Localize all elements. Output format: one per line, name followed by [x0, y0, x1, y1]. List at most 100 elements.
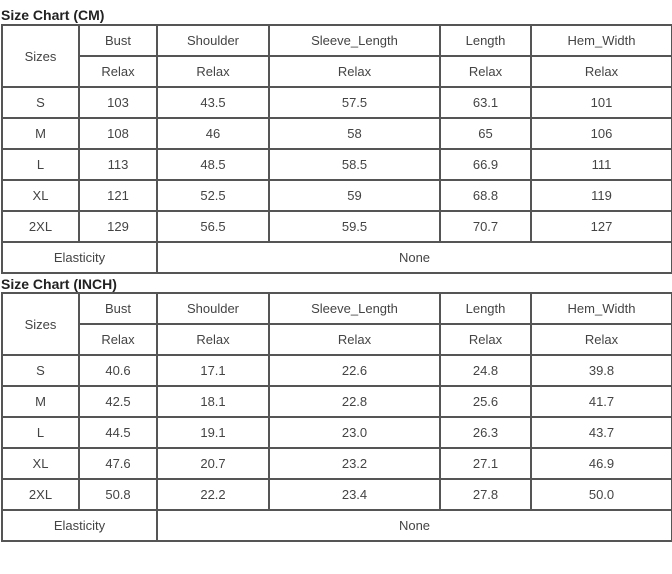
table-row: S 40.6 17.1 22.6 24.8 39.8	[1, 354, 672, 387]
elasticity-value: None	[156, 241, 672, 274]
size-cell: XL	[1, 179, 80, 212]
sizes-header: Sizes	[1, 292, 80, 356]
size-table: Sizes Bust Shoulder Sleeve_Length Length Hem_…	[1, 292, 672, 542]
size-cell: 2XL	[1, 210, 80, 243]
value-cell: 52.5	[156, 179, 270, 212]
value-cell: 103	[78, 86, 158, 119]
value-cell: 23.2	[268, 447, 441, 480]
value-cell: 129	[78, 210, 158, 243]
table-row: 2XL 50.8 22.2 23.4 27.8 50.0	[1, 478, 672, 511]
value-cell: 44.5	[78, 416, 158, 449]
column-subheader: Relax	[439, 55, 532, 88]
value-cell: 41.7	[530, 385, 672, 418]
column-header: Length	[439, 24, 532, 57]
value-cell: 101	[530, 86, 672, 119]
table-row: 2XL 129 56.5 59.5 70.7 127	[1, 210, 672, 243]
value-cell: 27.8	[439, 478, 532, 511]
value-cell: 42.5	[78, 385, 158, 418]
column-subheader: Relax	[530, 323, 672, 356]
elasticity-label: Elasticity	[1, 509, 158, 542]
column-header: Hem_Width	[530, 292, 672, 325]
sizes-header: Sizes	[1, 24, 80, 88]
value-cell: 111	[530, 148, 672, 181]
size-cell: S	[1, 354, 80, 387]
column-header: Shoulder	[156, 292, 270, 325]
elasticity-label: Elasticity	[1, 241, 158, 274]
column-subheader: Relax	[439, 323, 532, 356]
chart-title: Size Chart (CM)	[1, 7, 105, 23]
value-cell: 23.4	[268, 478, 441, 511]
value-cell: 121	[78, 179, 158, 212]
value-cell: 43.7	[530, 416, 672, 449]
subheader-row: Relax Relax Relax Relax Relax	[2, 55, 672, 88]
value-cell: 58.5	[268, 148, 441, 181]
value-cell: 27.1	[439, 447, 532, 480]
value-cell: 24.8	[439, 354, 532, 387]
table-row: XL 47.6 20.7 23.2 27.1 46.9	[1, 447, 672, 480]
elasticity-row: Elasticity None	[1, 509, 672, 542]
size-cell: M	[1, 117, 80, 150]
subheader-row: Relax Relax Relax Relax Relax	[2, 323, 672, 356]
value-cell: 47.6	[78, 447, 158, 480]
column-header: Sleeve_Length	[268, 24, 441, 57]
size-cell: M	[1, 385, 80, 418]
size-cell: L	[1, 416, 80, 449]
size-cell: 2XL	[1, 478, 80, 511]
value-cell: 119	[530, 179, 672, 212]
value-cell: 59	[268, 179, 441, 212]
table-row: S 103 43.5 57.5 63.1 101	[1, 86, 672, 119]
size-cell: S	[1, 86, 80, 119]
value-cell: 50.8	[78, 478, 158, 511]
header-row: Sizes Bust Shoulder Sleeve_Length Length Hem_…	[1, 292, 672, 356]
size-table: Sizes Bust Shoulder Sleeve_Length Length Hem_…	[1, 24, 672, 274]
value-cell: 113	[78, 148, 158, 181]
value-cell: 57.5	[268, 86, 441, 119]
value-cell: 25.6	[439, 385, 532, 418]
value-cell: 22.2	[156, 478, 270, 511]
column-subheader: Relax	[530, 55, 672, 88]
value-cell: 17.1	[156, 354, 270, 387]
column-header: Sleeve_Length	[268, 292, 441, 325]
value-cell: 63.1	[439, 86, 532, 119]
value-cell: 19.1	[156, 416, 270, 449]
size-charts: Size Chart (CM) Sizes Bust Shoulder Sleeve_L…	[1, 7, 672, 542]
value-cell: 22.6	[268, 354, 441, 387]
value-cell: 56.5	[156, 210, 270, 243]
column-header: Hem_Width	[530, 24, 672, 57]
table-row: M 108 46 58 65 106	[1, 117, 672, 150]
column-subheader: Relax	[156, 323, 270, 356]
value-cell: 40.6	[78, 354, 158, 387]
elasticity-row: Elasticity None	[1, 241, 672, 274]
column-subheader: Relax	[78, 323, 158, 356]
value-cell: 39.8	[530, 354, 672, 387]
value-cell: 68.8	[439, 179, 532, 212]
column-subheader: Relax	[156, 55, 270, 88]
column-header: Length	[439, 292, 532, 325]
table-row: XL 121 52.5 59 68.8 119	[1, 179, 672, 212]
value-cell: 66.9	[439, 148, 532, 181]
value-cell: 46.9	[530, 447, 672, 480]
value-cell: 48.5	[156, 148, 270, 181]
column-header: Shoulder	[156, 24, 270, 57]
chart-title: Size Chart (INCH)	[1, 276, 117, 292]
table-row: L 44.5 19.1 23.0 26.3 43.7	[1, 416, 672, 449]
column-header: Bust	[78, 24, 158, 57]
value-cell: 20.7	[156, 447, 270, 480]
value-cell: 50.0	[530, 478, 672, 511]
value-cell: 108	[78, 117, 158, 150]
value-cell: 58	[268, 117, 441, 150]
value-cell: 59.5	[268, 210, 441, 243]
value-cell: 70.7	[439, 210, 532, 243]
value-cell: 43.5	[156, 86, 270, 119]
table-row: L 113 48.5 58.5 66.9 111	[1, 148, 672, 181]
value-cell: 23.0	[268, 416, 441, 449]
value-cell: 26.3	[439, 416, 532, 449]
value-cell: 106	[530, 117, 672, 150]
header-row: Sizes Bust Shoulder Sleeve_Length Length Hem_…	[1, 24, 672, 88]
table-row: M 42.5 18.1 22.8 25.6 41.7	[1, 385, 672, 418]
column-subheader: Relax	[268, 323, 441, 356]
column-subheader: Relax	[78, 55, 158, 88]
column-header: Bust	[78, 292, 158, 325]
value-cell: 65	[439, 117, 532, 150]
elasticity-value: None	[156, 509, 672, 542]
